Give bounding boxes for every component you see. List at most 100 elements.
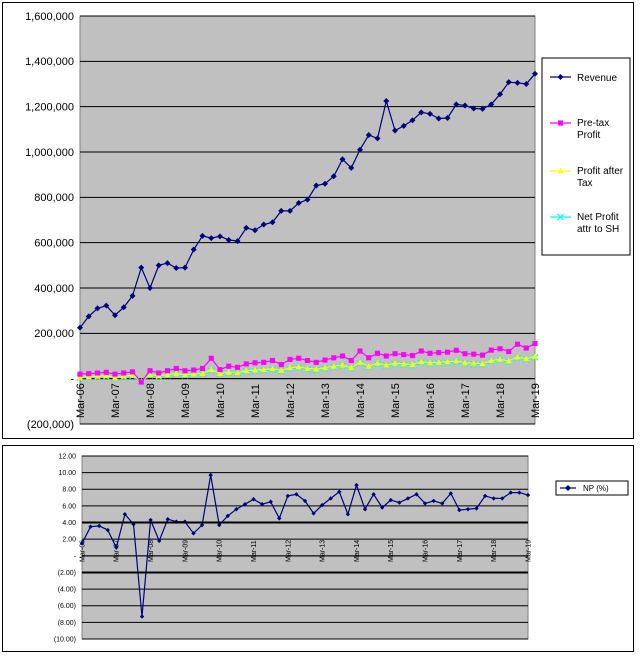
data-point — [278, 367, 285, 373]
data-point — [400, 360, 407, 367]
data-point — [147, 371, 153, 377]
data-point — [322, 357, 328, 363]
data-point — [488, 101, 495, 108]
data-point — [470, 105, 477, 112]
data-point — [103, 372, 110, 379]
data-point — [400, 122, 407, 129]
data-point — [313, 182, 320, 189]
data-point — [234, 238, 241, 245]
data-point — [444, 115, 451, 121]
data-point — [374, 350, 381, 356]
y-tick-label: 4.00 — [62, 520, 76, 527]
data-point — [482, 493, 488, 499]
data-point — [260, 221, 267, 228]
data-point — [182, 368, 188, 374]
data-point — [269, 357, 276, 364]
data-point — [365, 132, 372, 138]
x-tick-label: Mar-17 — [457, 540, 464, 562]
data-point — [348, 357, 354, 364]
data-point — [514, 79, 521, 86]
data-point — [269, 219, 276, 226]
data-point — [331, 355, 337, 361]
x-tick-label: Mar-14 — [354, 540, 361, 562]
data-point — [173, 365, 179, 372]
data-point — [302, 498, 308, 504]
y-tick-label: 800,000 — [34, 192, 74, 204]
data-point — [164, 368, 171, 374]
y-tick-label: 400,000 — [34, 283, 74, 295]
data-point — [366, 355, 372, 361]
data-point — [77, 371, 83, 377]
data-point — [532, 70, 538, 77]
data-point — [330, 173, 337, 180]
data-point — [261, 359, 267, 365]
x-tick-label: Mar-17 — [460, 383, 472, 418]
data-point — [465, 507, 471, 512]
legend-box — [541, 57, 631, 256]
legend-entry: NP (%) — [560, 484, 609, 493]
data-point — [278, 362, 284, 368]
data-point — [462, 102, 468, 109]
data-point — [418, 358, 425, 365]
data-point — [383, 362, 390, 368]
data-point — [173, 370, 180, 377]
data-point — [94, 373, 101, 379]
x-tick-label: Mar-16 — [423, 540, 430, 562]
data-point — [440, 501, 445, 506]
data-point — [208, 355, 214, 361]
data-point — [129, 369, 136, 375]
data-point — [357, 348, 363, 354]
data-point — [277, 516, 282, 521]
data-point — [488, 347, 494, 353]
data-point — [383, 353, 389, 359]
data-point — [339, 156, 346, 163]
data-point — [94, 370, 101, 376]
data-point — [409, 361, 416, 368]
data-point — [488, 357, 495, 363]
x-tick-label: Mar-19 — [530, 383, 542, 418]
data-point — [497, 346, 503, 352]
x-tick-labels: Mar-06 Mar-07 Mar-08 Mar-09 Mar-10 Mar-11 Mar-… — [75, 383, 542, 418]
y-tick-label: 1,200,000 — [25, 102, 74, 114]
data-point — [129, 372, 136, 378]
data-point — [112, 371, 118, 377]
data-point — [409, 352, 416, 359]
data-point — [525, 492, 531, 498]
y-tick-labels: (10.00) (8.00) (6.00) (4.00) (2.00) - 2.00 4.00… — [54, 453, 77, 643]
data-point — [313, 359, 319, 365]
legend-marker — [565, 485, 571, 491]
data-point — [462, 359, 468, 366]
legend: Revenue Pre-tax Profit Profit after Tax Net P… — [541, 57, 631, 256]
data-point — [348, 364, 355, 371]
y-tick-label: 8.00 — [62, 487, 76, 494]
data-point — [252, 367, 258, 373]
series-profit-after-tax — [77, 353, 538, 384]
data-point — [114, 545, 119, 550]
y-tick-label: 600,000 — [34, 238, 74, 250]
data-point — [418, 348, 424, 354]
data-point — [304, 196, 311, 203]
data-point — [319, 502, 325, 508]
data-point — [243, 367, 250, 374]
data-point — [517, 490, 522, 495]
y-tick-label: (200,000) — [27, 419, 74, 431]
data-point — [182, 371, 188, 377]
data-point — [121, 370, 127, 376]
data-point — [374, 135, 381, 142]
x-tick-label: Mar-18 — [495, 383, 507, 418]
data-point — [85, 373, 92, 380]
data-point — [94, 305, 101, 312]
data-point — [252, 227, 258, 234]
data-point — [225, 369, 232, 375]
data-point — [388, 497, 393, 503]
data-point — [435, 359, 442, 365]
data-point — [397, 500, 402, 505]
data-point — [514, 341, 521, 347]
data-point — [497, 91, 503, 98]
data-point — [479, 105, 486, 112]
data-point — [532, 340, 538, 347]
data-point — [296, 355, 302, 361]
x-tick-label: Mar-19 — [525, 540, 532, 562]
data-point — [453, 101, 460, 108]
data-point — [371, 492, 376, 497]
